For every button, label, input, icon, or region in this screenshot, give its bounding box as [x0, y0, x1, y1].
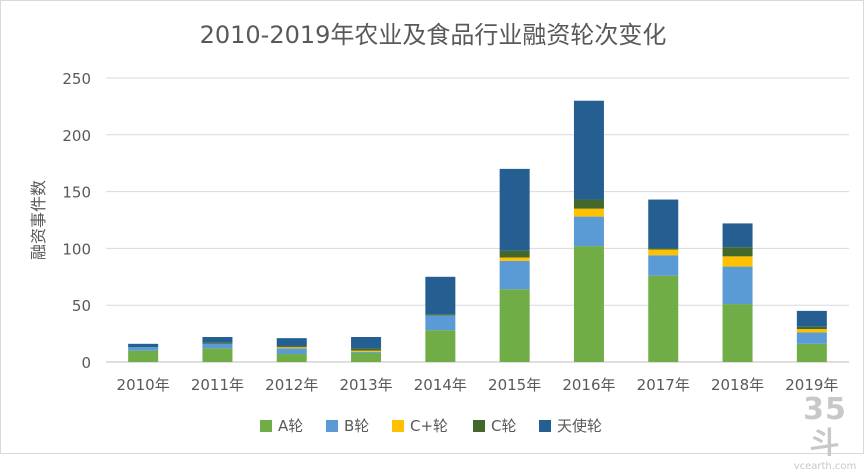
bar-segment [648, 249, 679, 256]
bar-segment [648, 255, 679, 276]
bar-segment [722, 256, 753, 267]
bar-segment [425, 315, 456, 331]
bar-segment [425, 330, 456, 362]
y-axis-label: 融资事件数 [29, 180, 48, 260]
bar-segment [202, 342, 233, 344]
bar-segment [128, 343, 159, 348]
bar-segment [351, 337, 382, 349]
bar-segment [722, 266, 753, 305]
legend-label: C轮 [491, 417, 516, 435]
bar-segment [128, 350, 159, 362]
bars [128, 100, 827, 362]
legend-swatch [260, 420, 272, 432]
bar-segment [796, 310, 827, 327]
bar-segment [499, 168, 530, 251]
bar-segment [573, 216, 604, 247]
legend-label: C+轮 [410, 417, 448, 435]
bar-segment [276, 338, 307, 347]
bar-segment [276, 348, 307, 355]
y-tick-label: 250 [62, 70, 91, 88]
bar-segment [573, 246, 604, 362]
x-tick-label: 2019年 [785, 376, 838, 394]
legend-swatch [392, 420, 404, 432]
bar-segment [425, 314, 456, 316]
bar-segment [202, 348, 233, 362]
x-tick-label: 2014年 [414, 376, 467, 394]
y-tick-label: 150 [62, 184, 91, 202]
bar-segment [276, 346, 307, 348]
watermark-site: vcearth.com [793, 461, 857, 472]
bar-segment [796, 332, 827, 344]
bar-segment [499, 260, 530, 290]
x-tick-label: 2017年 [637, 376, 690, 394]
bar-segment [351, 350, 382, 352]
x-tick-label: 2018年 [711, 376, 764, 394]
x-tick-label: 2012年 [265, 376, 318, 394]
bar-segment [425, 276, 456, 315]
x-tick-labels: 2010年 2011年 2012年 2013年 2014年 2015年 2016年 2017年… [117, 376, 839, 394]
bar-segment [351, 352, 382, 362]
y-tick-label: 100 [62, 240, 91, 258]
x-tick-label: 2013年 [339, 376, 392, 394]
bar-segment [573, 100, 604, 200]
bar-segment [276, 354, 307, 362]
x-tick-label: 2011年 [191, 376, 244, 394]
bar-segment [796, 326, 827, 330]
watermark-logo: 35斗 [803, 392, 847, 461]
x-tick-label: 2016年 [562, 376, 615, 394]
bar-segment [648, 275, 679, 362]
x-tick-label: 2010年 [117, 376, 170, 394]
bar-segment [202, 343, 233, 349]
bar-segment [351, 348, 382, 351]
bar-segment [648, 248, 679, 250]
chart: 2010-2019年农业及食品行业融资轮次变化 融资事件数 0 50 100 150 2… [29, 21, 849, 435]
legend-label: B轮 [344, 417, 369, 435]
bar-segment [796, 343, 827, 362]
bar-segment [573, 199, 604, 209]
bar-segment [648, 199, 679, 249]
x-tick-label: 2015年 [488, 376, 541, 394]
legend-label: 天使轮 [557, 417, 602, 435]
bar-segment [202, 337, 233, 343]
bar-segment [351, 351, 382, 353]
legend-swatch [326, 420, 338, 432]
watermark: 35斗 vcearth.com [791, 393, 859, 473]
bar-segment [722, 304, 753, 362]
y-tick-label: 200 [62, 127, 91, 145]
y-tick-label: 0 [81, 354, 91, 372]
chart-title: 2010-2019年农业及食品行业融资轮次变化 [200, 21, 667, 49]
legend-swatch [539, 420, 551, 432]
bar-segment [796, 329, 827, 333]
bar-segment [573, 208, 604, 217]
y-tick-labels: 0 50 100 150 200 250 [62, 70, 91, 372]
bar-segment [128, 347, 159, 351]
bar-segment [276, 347, 307, 349]
bar-segment [722, 223, 753, 248]
bar-segment [722, 247, 753, 257]
legend-swatch [473, 420, 485, 432]
legend: A轮 B轮 C+轮 C轮 天使轮 [260, 417, 602, 435]
bar-segment [499, 289, 530, 362]
legend-label: A轮 [278, 417, 303, 435]
bar-segment [499, 257, 530, 261]
bar-segment [499, 250, 530, 258]
y-tick-label: 50 [72, 297, 91, 315]
